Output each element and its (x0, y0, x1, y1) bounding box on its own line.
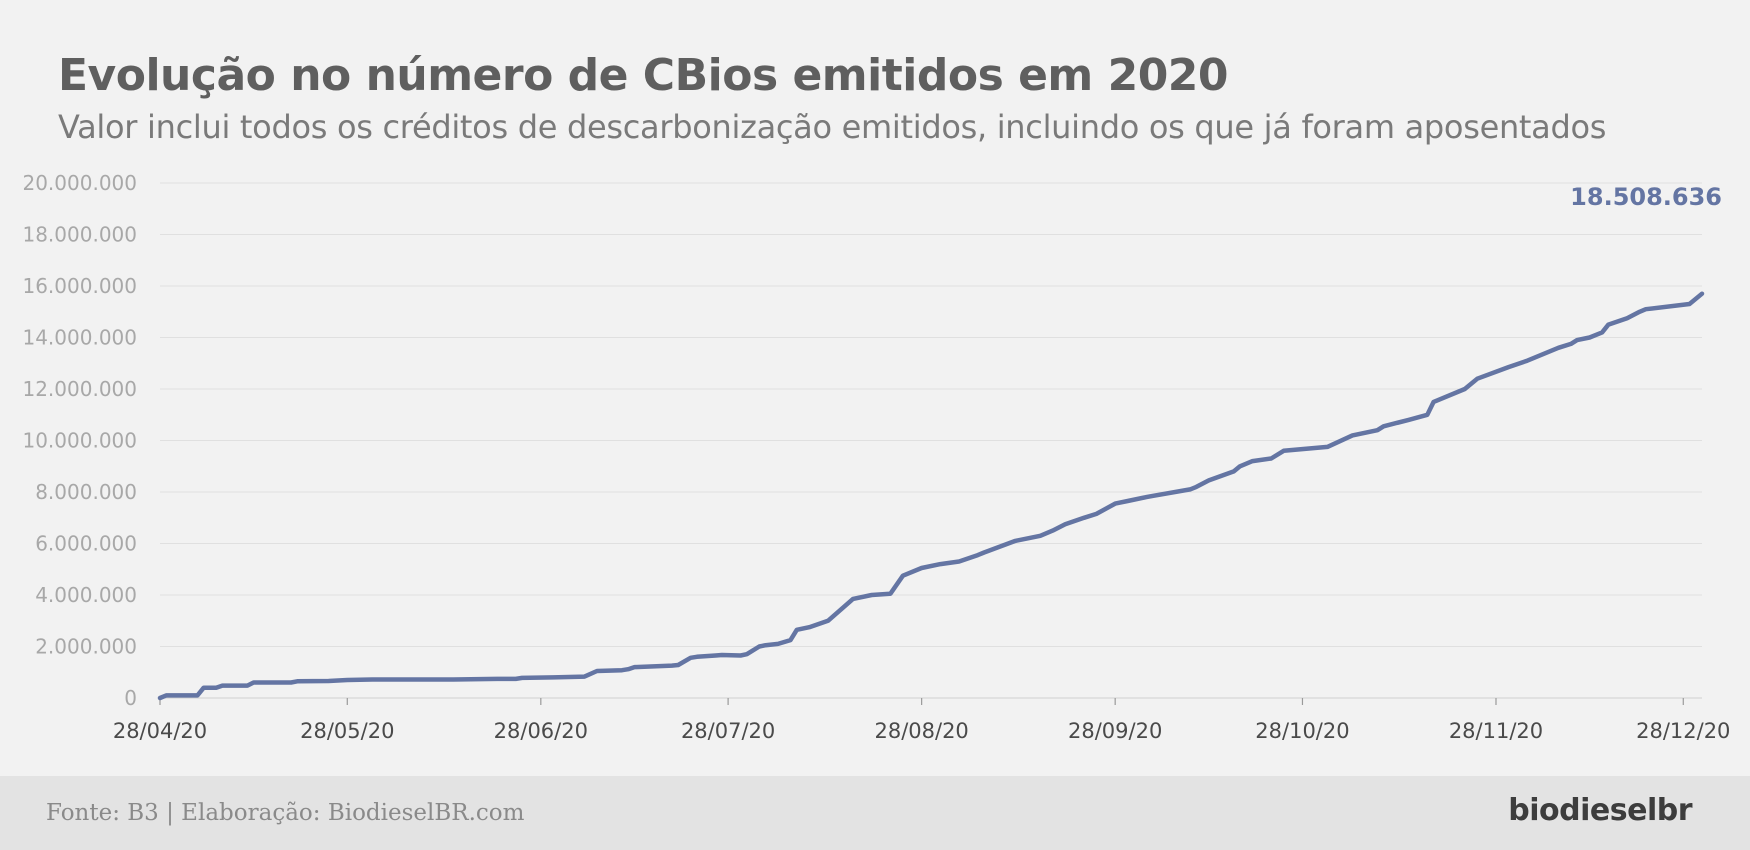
series-layer (157, 291, 1705, 701)
x-tick-label: 28/08/20 (874, 719, 968, 743)
x-tick-label: 28/05/20 (300, 719, 394, 743)
x-tick-label: 28/10/20 (1255, 719, 1349, 743)
y-tick-label: 18.000.000 (22, 223, 137, 247)
series-line (157, 291, 1705, 701)
y-tick-label: 20.000.000 (22, 171, 137, 195)
y-tick-label: 6.000.000 (35, 532, 137, 556)
brand-logo: biodieselbr (1508, 793, 1692, 828)
footer-bar: Fonte: B3 | Elaboração: BiodieselBR.com … (0, 776, 1750, 850)
label-layer: 18.508.636 (1570, 183, 1722, 211)
grid-layer (160, 182, 1702, 647)
x-tick-label: 28/11/20 (1449, 719, 1543, 743)
source-text: Fonte: B3 | Elaboração: BiodieselBR.com (46, 800, 525, 826)
chart-subtitle: Valor inclui todos os créditos de descar… (58, 108, 1607, 146)
y-tick-label: 8.000.000 (35, 480, 137, 504)
y-tick-label: 16.000.000 (22, 274, 137, 298)
line-chart: 0 2.000.000 4.000.000 6.000.000 8.000.000 10.… (22, 171, 1730, 743)
x-tick-label: 28/12/20 (1636, 719, 1730, 743)
y-tick-label: 0 (124, 686, 137, 710)
x-tick-label: 28/06/20 (494, 719, 588, 743)
axis-layer: 0 2.000.000 4.000.000 6.000.000 8.000.000 10.… (22, 171, 1730, 743)
y-tick-label: 14.000.000 (22, 326, 137, 350)
end-value-label: 18.508.636 (1570, 183, 1722, 211)
chart-title: Evolução no número de CBios emitidos em … (58, 50, 1229, 101)
x-tick-label: 28/07/20 (681, 719, 775, 743)
y-tick-label: 4.000.000 (35, 583, 137, 607)
y-tick-label: 10.000.000 (22, 429, 137, 453)
y-tick-label: 2.000.000 (35, 635, 137, 659)
x-tick-label: 28/04/20 (113, 719, 207, 743)
x-tick-label: 28/09/20 (1068, 719, 1162, 743)
y-tick-label: 12.000.000 (22, 377, 137, 401)
